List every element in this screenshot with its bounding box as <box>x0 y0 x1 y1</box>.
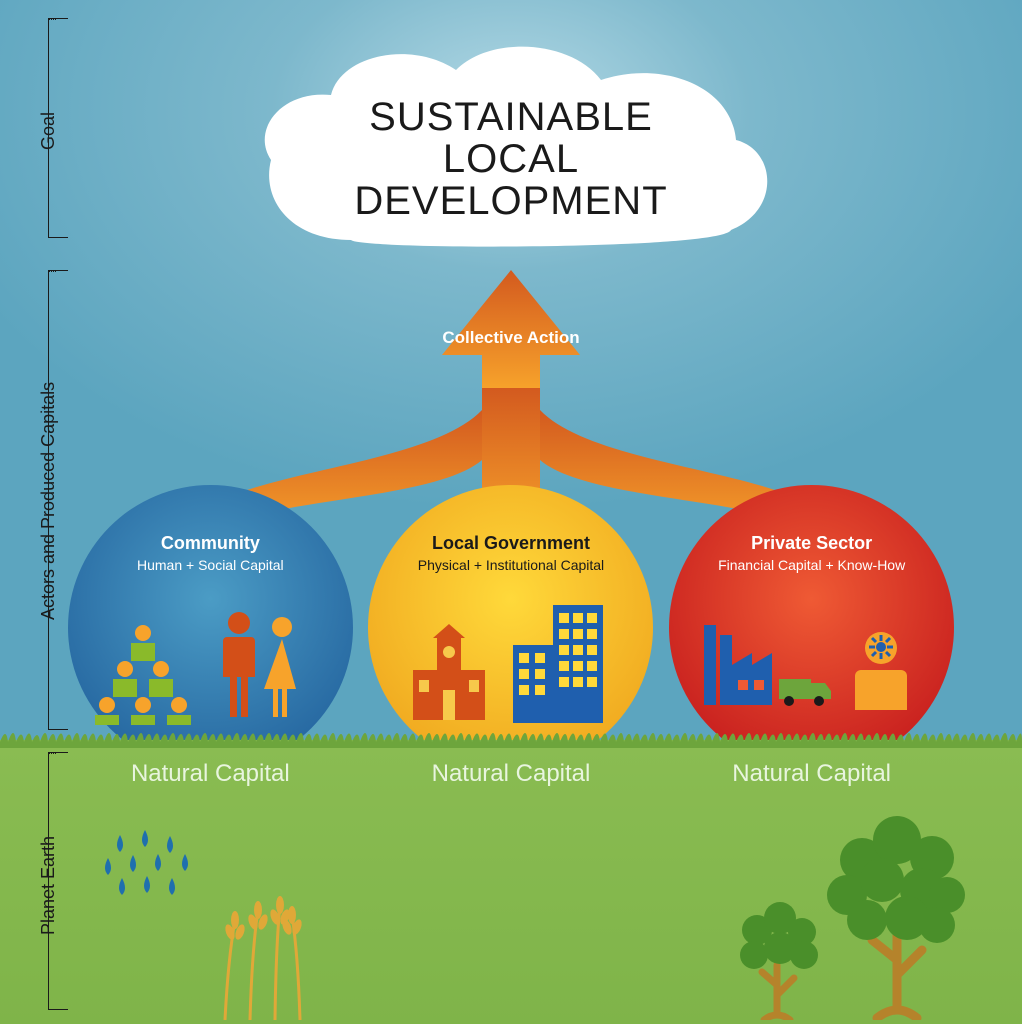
gear-icon <box>869 635 893 659</box>
sphere-community: Community Human + Social Capital <box>68 485 353 740</box>
people-pyramid-icon <box>95 625 191 725</box>
natural-capital-row: Natural Capital Natural Capital Natural … <box>0 760 1022 788</box>
cloud-title: SUSTAINABLE LOCAL DEVELOPMENT <box>241 96 781 222</box>
sphere-private-sub: Financial Capital + Know-How <box>669 557 954 573</box>
sphere-private: Private Sector Financial Capital + Know-… <box>669 485 954 740</box>
cloud-title-l1: SUSTAINABLE <box>369 95 653 139</box>
bracket-label-goal: Goal <box>38 112 59 150</box>
community-icons <box>68 595 353 725</box>
spheres-row: Community Human + Social Capital <box>0 485 1022 740</box>
localgov-icons <box>368 595 653 725</box>
cloud-title-l2: LOCAL <box>443 137 579 181</box>
bracket-label-planet: Planet Earth <box>38 836 59 935</box>
arrow-label: Collective Action <box>0 328 1022 348</box>
private-icons <box>669 595 954 725</box>
raindrops-icon <box>100 830 210 900</box>
woman-icon <box>264 617 296 717</box>
office-tower-icon <box>513 605 603 723</box>
goal-cloud: SUSTAINABLE LOCAL DEVELOPMENT <box>241 40 781 260</box>
wheat-icon <box>210 890 330 1020</box>
earth-icons <box>0 820 1022 1024</box>
nc-label-2: Natural Capital <box>368 760 653 788</box>
truck-icon <box>779 679 831 706</box>
sphere-localgov-title: Local Government <box>368 533 653 554</box>
trees-icon <box>722 800 982 1020</box>
factory-icon <box>704 625 772 705</box>
cloud-title-l3: DEVELOPMENT <box>354 179 667 223</box>
sphere-private-title: Private Sector <box>669 533 954 554</box>
bracket-label-actors: Actors and Produced Capitals <box>38 382 59 620</box>
school-icon <box>413 624 485 720</box>
sphere-community-sub: Human + Social Capital <box>68 557 353 573</box>
nc-label-3: Natural Capital <box>669 760 954 788</box>
sphere-localgov: Local Government Physical + Institutiona… <box>368 485 653 740</box>
sphere-community-title: Community <box>68 533 353 554</box>
grass-edge <box>0 724 1022 748</box>
man-icon <box>223 612 255 717</box>
nc-label-1: Natural Capital <box>68 760 353 788</box>
sphere-localgov-sub: Physical + Institutional Capital <box>368 557 653 573</box>
